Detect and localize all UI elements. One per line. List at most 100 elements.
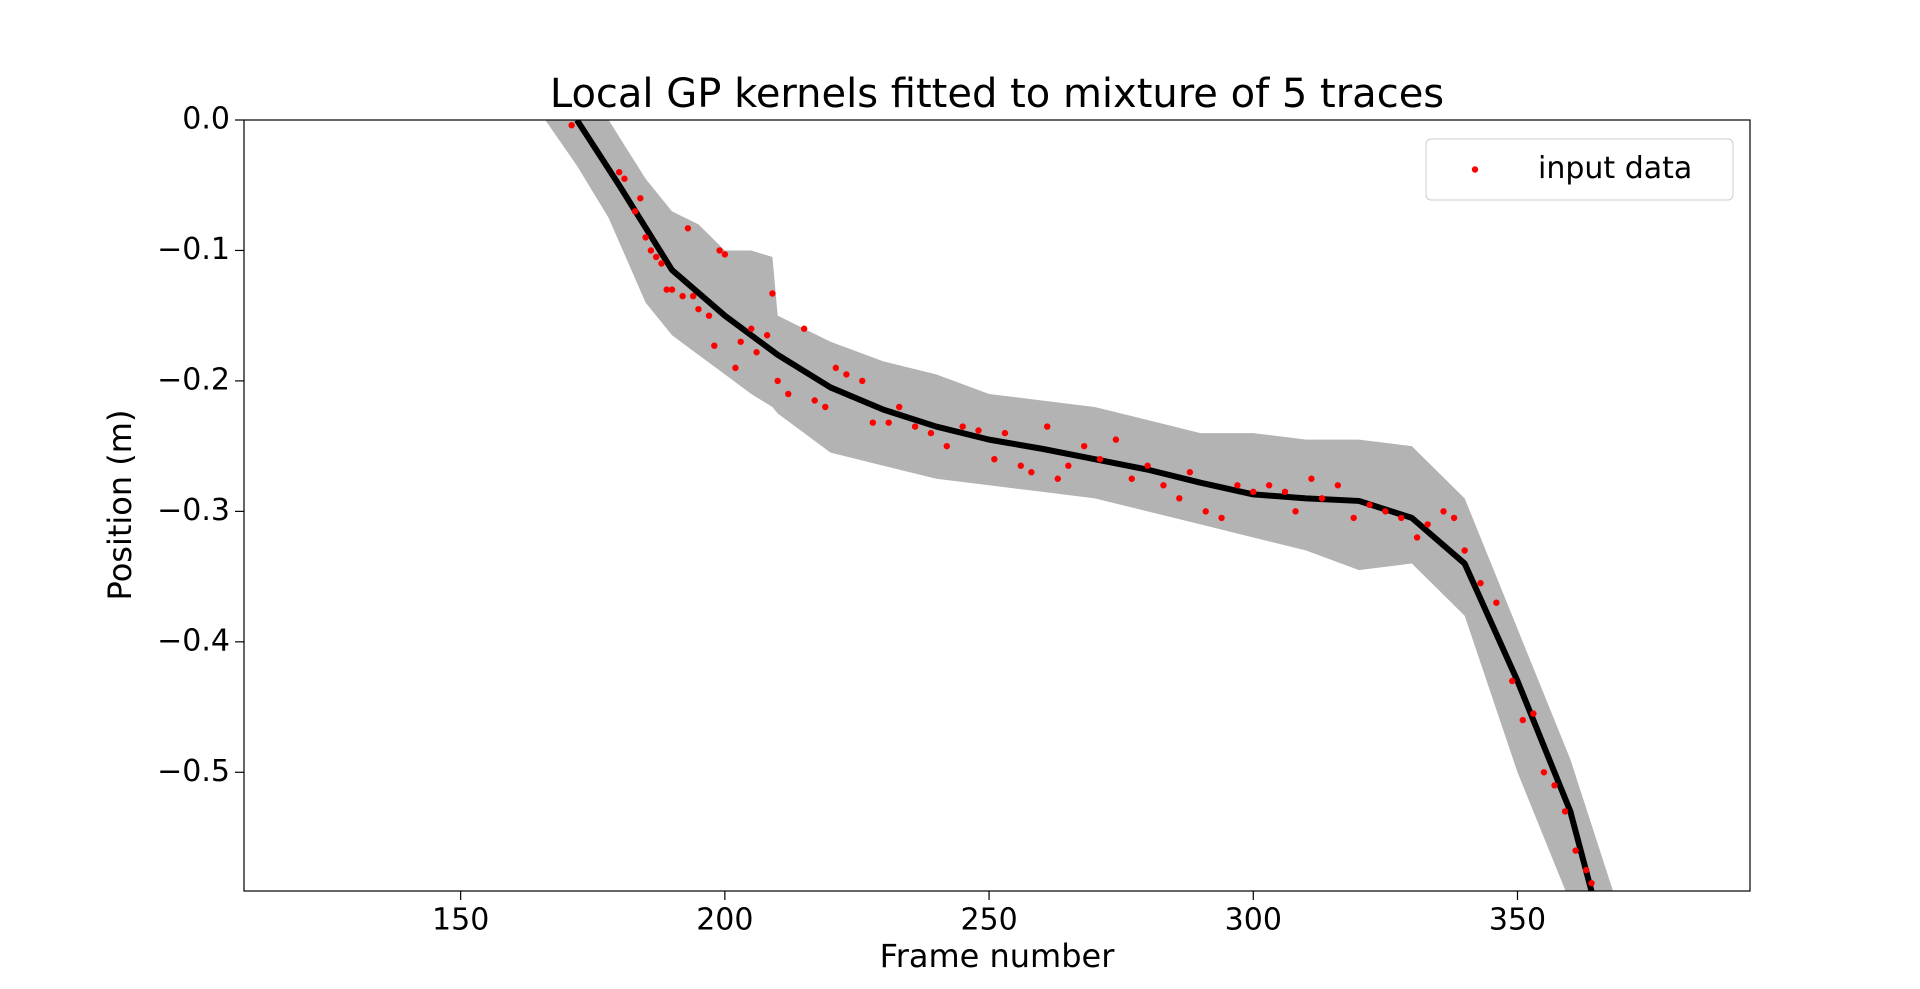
data-point: [1017, 462, 1024, 469]
x-tick-label: 300: [1225, 903, 1282, 938]
data-point: [1028, 469, 1035, 476]
data-point: [1519, 716, 1526, 724]
data-point: [1001, 429, 1009, 437]
data-point: [689, 292, 697, 300]
data-point: [1350, 514, 1357, 522]
data-point: [1334, 482, 1342, 489]
data-point: [1582, 866, 1590, 874]
data-point: [711, 342, 718, 349]
data-point: [832, 364, 840, 372]
data-point: [732, 364, 739, 372]
fit-line: [574, 120, 1595, 891]
y-tick-label: 0.0: [182, 102, 230, 137]
data-point: [843, 371, 850, 378]
data-point: [679, 292, 686, 300]
data-point: [769, 290, 776, 297]
data-point: [721, 251, 729, 258]
data-point: [927, 429, 935, 437]
data-point: [1540, 769, 1548, 776]
data-point: [1450, 514, 1458, 522]
axes-frame: [243, 119, 1751, 892]
data-point: [1112, 436, 1120, 443]
data-point: [737, 338, 744, 345]
data-point: [1424, 521, 1431, 528]
data-point: [1398, 514, 1405, 522]
data-point: [911, 423, 919, 430]
legend-label: input data: [1538, 151, 1692, 186]
data-point: [568, 122, 575, 129]
data-point: [748, 325, 755, 332]
data-point: [1366, 501, 1373, 509]
data-point: [811, 397, 818, 404]
data-point: [1493, 599, 1500, 606]
data-point: [1186, 469, 1194, 476]
y-tick-label: −0.3: [157, 493, 230, 528]
data-point: [753, 349, 760, 356]
data-point: [716, 247, 723, 254]
legend: input data: [1425, 138, 1734, 201]
data-point: [1054, 475, 1061, 482]
data-point: [1281, 488, 1289, 496]
data-point: [763, 332, 771, 339]
data-point: [1080, 442, 1088, 450]
data-point: [885, 419, 892, 426]
y-tick-label: −0.4: [157, 623, 230, 658]
data-point: [652, 253, 660, 261]
data-point: [869, 419, 877, 426]
data-point: [1440, 508, 1447, 515]
data-point: [631, 208, 639, 215]
data-point: [1065, 462, 1072, 469]
data-point: [959, 423, 966, 430]
data-point: [1382, 508, 1389, 515]
data-point: [1588, 879, 1595, 887]
data-point: [647, 247, 655, 254]
confidence-band: [545, 120, 1613, 891]
y-tick-label: −0.5: [157, 754, 230, 789]
data-point: [1292, 508, 1299, 515]
data-point: [943, 442, 950, 450]
data-point: [1250, 488, 1257, 496]
y-tick-label: −0.1: [157, 232, 230, 267]
chart-title: Local GP kernels fitted to mixture of 5 …: [550, 71, 1444, 117]
data-point: [896, 403, 903, 411]
data-point: [1318, 495, 1326, 502]
x-tick-label: 350: [1489, 903, 1546, 938]
plot-area: [545, 120, 1613, 891]
data-point: [668, 286, 676, 293]
data-point: [621, 175, 628, 182]
data-point: [859, 377, 866, 385]
data-point: [684, 225, 692, 232]
data-point: [637, 195, 644, 202]
data-point: [822, 403, 829, 411]
x-tick-label: 200: [696, 903, 753, 938]
data-point: [1461, 547, 1468, 554]
data-point: [1551, 782, 1558, 789]
data-point: [1234, 482, 1241, 489]
x-axis-label: Frame number: [880, 937, 1116, 975]
data-point: [975, 427, 982, 434]
data-point: [785, 390, 792, 398]
data-point: [1477, 579, 1484, 587]
data-point: [705, 312, 713, 319]
data-point: [615, 168, 623, 176]
data-point: [658, 260, 665, 267]
legend-marker: [1471, 166, 1479, 173]
data-point: [1308, 475, 1315, 482]
data-point: [1572, 847, 1579, 854]
y-axis-label: Position (m): [101, 410, 139, 601]
data-point: [800, 325, 808, 332]
data-point: [1530, 710, 1537, 717]
x-tick-label: 250: [960, 903, 1017, 938]
data-point: [1561, 808, 1569, 815]
data-point: [1160, 482, 1167, 489]
x-tick-label: 150: [432, 903, 489, 938]
data-point: [1265, 482, 1273, 489]
data-point: [695, 305, 702, 313]
data-point: [1218, 514, 1225, 522]
data-point: [1144, 462, 1151, 469]
data-point: [1176, 495, 1183, 502]
data-point: [1413, 534, 1421, 541]
data-point: [1096, 455, 1104, 463]
data-point: [1509, 677, 1516, 685]
data-point: [642, 234, 649, 241]
